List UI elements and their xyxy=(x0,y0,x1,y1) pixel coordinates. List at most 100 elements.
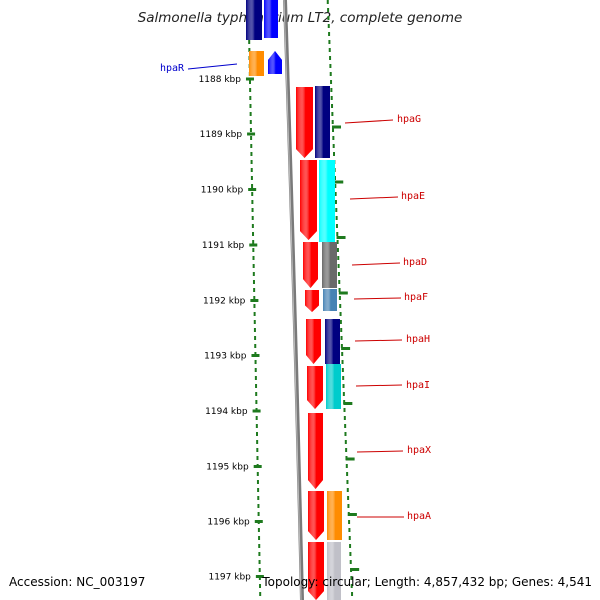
scale-dot-left xyxy=(252,256,255,260)
scale-dot-right xyxy=(340,344,343,348)
scale-tick-left xyxy=(245,77,254,81)
scale-dot-left xyxy=(257,504,260,508)
scale-tick-left xyxy=(247,132,256,136)
gene-arrow-forward xyxy=(308,413,323,489)
page-title: Salmonella typhimurium LT2, complete gen… xyxy=(137,10,463,26)
scale-dot-left xyxy=(255,432,258,436)
scale-dot-left xyxy=(251,184,254,188)
scale-dot-right xyxy=(332,136,335,140)
scale-dot-right xyxy=(336,240,339,244)
scale-dot-left xyxy=(257,512,260,516)
gene-block-top-reverse xyxy=(246,0,262,40)
scale-dot-left xyxy=(248,80,251,84)
scale-dot-right xyxy=(329,56,332,60)
scale-dot-left xyxy=(255,416,258,420)
scale-dot-right xyxy=(332,144,335,148)
scale-dot-right xyxy=(349,560,352,564)
scale-dot-right xyxy=(327,16,330,20)
scale-dot-right xyxy=(328,32,331,36)
scale-dot-right xyxy=(328,48,331,52)
gene-arrow-forward xyxy=(307,366,323,409)
gene-label-hpaR: hpaR xyxy=(160,63,185,74)
scale-dot-left xyxy=(258,560,261,564)
scale-dot-left xyxy=(256,472,259,476)
scale-dot-left xyxy=(251,216,254,220)
scale-tick-right xyxy=(338,291,348,295)
scale-dot-right xyxy=(328,40,331,44)
scale-dot-left xyxy=(256,448,259,452)
scale-tick-right xyxy=(332,125,342,129)
cog-block xyxy=(322,242,337,288)
accession-label: Accession: NC_003197 xyxy=(9,575,146,589)
scale-dot-right xyxy=(339,312,342,316)
scale-dot-left xyxy=(258,544,261,548)
scale-tick-right xyxy=(347,513,357,516)
scale-dot-right xyxy=(329,72,332,76)
scale-dot-right xyxy=(348,520,351,524)
scale-dot-right xyxy=(345,464,348,468)
cog-block xyxy=(249,51,264,76)
scale-dot-left xyxy=(252,240,255,244)
scale-dot-right xyxy=(344,440,347,444)
scale-dot-left xyxy=(250,152,253,156)
scale-dot-left xyxy=(253,312,256,316)
scale-tick-label: 1197 kbp xyxy=(208,573,251,583)
scale-tick-left xyxy=(255,575,264,578)
scale-dot-left xyxy=(252,232,255,236)
genome-backbone-highlight xyxy=(283,0,302,600)
scale-dot-right xyxy=(334,192,337,196)
gene-block-top-reverse xyxy=(264,0,278,38)
scale-dot-right xyxy=(334,184,337,188)
scale-dot-left xyxy=(254,368,257,372)
scale-tick-label: 1196 kbp xyxy=(207,518,250,528)
scale-tick-right xyxy=(350,568,360,571)
scale-dot-left xyxy=(249,128,252,132)
scale-tick-label: 1188 kbp xyxy=(199,75,242,85)
scale-dot-right xyxy=(346,480,349,484)
scale-dot-right xyxy=(335,208,338,212)
scale-dot-right xyxy=(327,8,330,12)
scale-dot-right xyxy=(329,64,332,68)
scale-tick-left xyxy=(248,188,257,191)
scale-dot-left xyxy=(255,392,258,396)
scale-dot-right xyxy=(332,128,335,132)
gene-label-hpaX: hpaX xyxy=(407,445,431,456)
scale-dot-left xyxy=(253,304,256,308)
scale-dot-right xyxy=(344,432,347,436)
scale-dot-right xyxy=(342,384,345,388)
scale-dot-right xyxy=(331,104,334,108)
scale-dot-right xyxy=(346,472,349,476)
gene-label-leader xyxy=(356,450,404,453)
scale-dot-right xyxy=(348,528,351,532)
gene-label-leader xyxy=(344,119,394,124)
scale-tick-left xyxy=(252,409,261,413)
scale-dot-right xyxy=(333,152,336,156)
scale-dot-right xyxy=(338,280,341,284)
scale-dot-right xyxy=(347,496,350,500)
scale-dot-left xyxy=(252,248,255,252)
gene-arrow-forward xyxy=(300,160,317,240)
scale-dot-left xyxy=(256,456,259,460)
scale-dot-left xyxy=(255,400,258,404)
scale-dot-left xyxy=(256,480,259,484)
scale-dot-right xyxy=(351,592,354,596)
scale-dot-left xyxy=(259,592,262,596)
gene-arrow-forward xyxy=(308,491,324,540)
scale-dot-left xyxy=(254,376,257,380)
scale-dot-left xyxy=(248,40,251,44)
scale-dot-left xyxy=(250,168,253,172)
scale-dot-left xyxy=(249,104,252,108)
scale-dot-left xyxy=(249,112,252,116)
scale-tick-label: 1189 kbp xyxy=(200,130,243,140)
gene-label-hpaG: hpaG xyxy=(397,114,421,125)
scale-dot-right xyxy=(334,200,337,204)
cog-block xyxy=(323,289,337,311)
scale-tick-right xyxy=(334,180,344,184)
scale-dot-left xyxy=(250,176,253,180)
scale-dot-left xyxy=(253,328,256,332)
scale-dot-left xyxy=(256,440,259,444)
gene-arrow-forward xyxy=(305,290,319,312)
scale-dot-left xyxy=(250,160,253,164)
gene-arrow-forward xyxy=(308,542,324,600)
